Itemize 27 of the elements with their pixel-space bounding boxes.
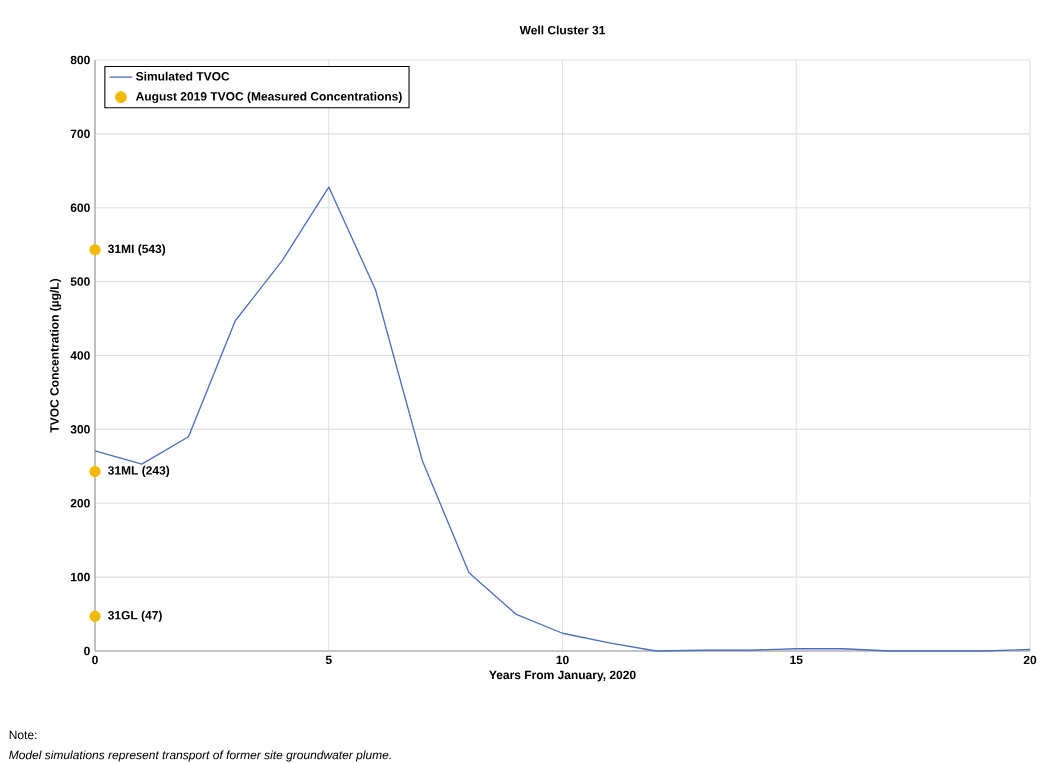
y-tick-label: 400 xyxy=(70,351,90,360)
point xyxy=(89,244,101,256)
x-tick-label: 20 xyxy=(1023,655,1037,665)
y-tick-label: 800 xyxy=(70,55,90,65)
chart-title: Well Cluster 31 xyxy=(519,25,606,35)
y-tick-label: 0 xyxy=(84,646,90,656)
legend-label: August 2019 TVOC (Measured Concentrations) xyxy=(135,91,402,104)
y-tick-label: 100 xyxy=(71,572,90,582)
legend-label: Simulated TVOC xyxy=(136,71,230,81)
y-tick-label: 500 xyxy=(70,277,90,286)
x-tick-label: 10 xyxy=(556,655,569,665)
text: Note: xyxy=(9,730,37,740)
y-tick-label: 700 xyxy=(70,129,90,139)
x-tick-label: 15 xyxy=(790,655,803,665)
y-tick-label: 300 xyxy=(70,425,90,434)
y-tick-label: 200 xyxy=(70,498,90,508)
point xyxy=(89,465,101,478)
data-label: 31GL (47) xyxy=(107,610,162,622)
data-label: 31MI (543) xyxy=(107,244,166,256)
y-axis-title: TVOC Concentration (µg/L) xyxy=(49,278,62,433)
point xyxy=(89,610,101,622)
data-label: 31ML (243) xyxy=(107,465,170,478)
x-axis-title: Years From January, 2020 xyxy=(489,670,636,682)
x-tick-label: 5 xyxy=(325,655,332,665)
text: Model simulations represent transport of former site groundwater plume. xyxy=(9,750,391,762)
y-tick-label: 600 xyxy=(70,203,90,212)
x-tick-label: 0 xyxy=(92,655,98,665)
